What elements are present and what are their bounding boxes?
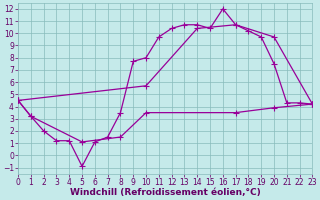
X-axis label: Windchill (Refroidissement éolien,°C): Windchill (Refroidissement éolien,°C) bbox=[70, 188, 260, 197]
